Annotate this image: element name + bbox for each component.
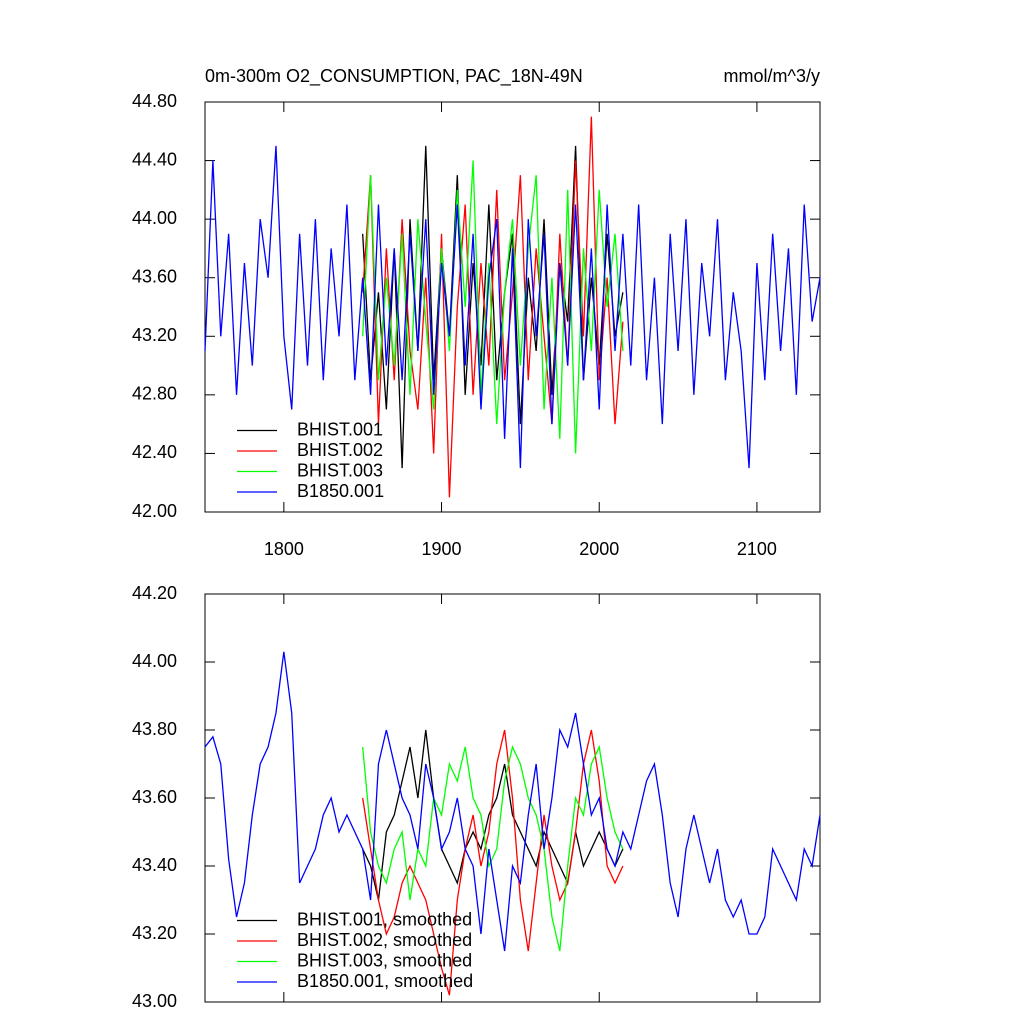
series-line <box>362 116 624 498</box>
series-line <box>362 160 624 454</box>
series-line <box>204 145 821 469</box>
chart-title: 0m-300m O2_CONSUMPTION, PAC_18N-49N <box>205 66 583 87</box>
series-line <box>362 729 624 901</box>
legend-label: B1850.001, smoothed <box>297 971 473 991</box>
x-tick-label: 1900 <box>422 539 462 559</box>
y-tick-label: 42.80 <box>132 384 177 404</box>
y-tick-label: 43.00 <box>132 991 177 1011</box>
y-tick-label: 44.20 <box>132 583 177 603</box>
x-tick-label: 2000 <box>579 539 619 559</box>
legend-label: BHIST.001 <box>297 419 383 439</box>
series-line <box>204 651 821 952</box>
series-line <box>362 729 624 996</box>
y-tick-label: 43.40 <box>132 855 177 875</box>
legend-label: BHIST.003 <box>297 460 383 480</box>
y-tick-label: 43.60 <box>132 787 177 807</box>
y-tick-label: 43.20 <box>132 325 177 345</box>
y-tick-label: 42.40 <box>132 442 177 462</box>
units-label: mmol/m^3/y <box>724 66 820 86</box>
y-tick-label: 44.40 <box>132 149 177 169</box>
legend-label: BHIST.002 <box>297 440 383 460</box>
y-tick-label: 42.00 <box>132 501 177 521</box>
plot-frame <box>204 101 821 513</box>
legend-label: BHIST.002, smoothed <box>297 930 472 950</box>
x-tick-label: 1800 <box>264 539 304 559</box>
x-tick-label: 2100 <box>737 539 777 559</box>
y-tick-label: 44.00 <box>132 651 177 671</box>
series-line <box>362 145 624 469</box>
legend-label: BHIST.003, smoothed <box>297 950 472 970</box>
legend-label: B1850.001 <box>297 481 384 501</box>
y-tick-label: 43.20 <box>132 923 177 943</box>
y-tick-label: 44.00 <box>132 208 177 228</box>
y-tick-label: 44.80 <box>132 91 177 111</box>
legend-label: BHIST.001, smoothed <box>297 909 472 929</box>
y-tick-label: 43.60 <box>132 266 177 286</box>
series-line <box>362 744 624 952</box>
y-tick-label: 43.80 <box>132 719 177 739</box>
